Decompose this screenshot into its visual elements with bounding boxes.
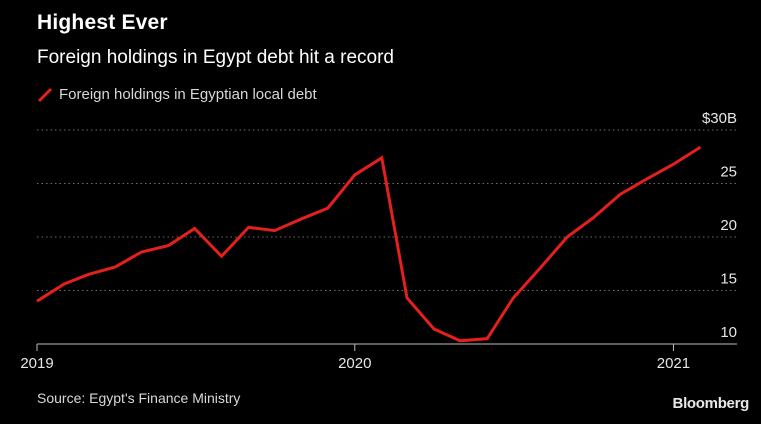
legend-line-swatch: [37, 87, 53, 102]
legend: Foreign holdings in Egyptian local debt: [37, 86, 317, 103]
y-tick-label: 15: [720, 271, 737, 288]
grid-lines: [37, 129, 737, 291]
x-axis: 2019 2020 2021: [20, 343, 737, 372]
source-note: Source: Egypt's Finance Ministry: [37, 390, 241, 406]
x-tick-label: 2020: [338, 355, 371, 372]
y-tick-label: 25: [720, 164, 737, 181]
y-tick-label: $30B: [702, 110, 737, 127]
series-layer: [36, 145, 702, 343]
x-tick-label: 2019: [20, 355, 53, 372]
y-tick-label: 10: [720, 324, 737, 341]
bloomberg-logo: Bloomberg: [672, 395, 750, 412]
series-line: [36, 145, 702, 343]
chart-subtitle: Foreign holdings in Egypt debt hit a rec…: [37, 47, 394, 68]
chart-title: Highest Ever: [37, 11, 168, 34]
y-tick-label: 20: [720, 217, 737, 234]
legend-label: Foreign holdings in Egyptian local debt: [59, 86, 317, 103]
x-tick-label: 2021: [657, 355, 690, 372]
y-axis: $30B 25 20 15 10: [702, 110, 737, 341]
